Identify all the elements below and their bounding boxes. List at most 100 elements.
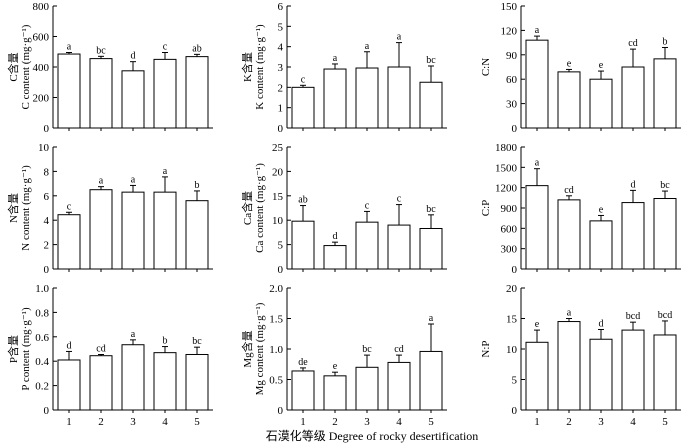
bar xyxy=(589,220,613,270)
panel-Ca: 0 5 10 15 20 25 Ca含量 Ca content (mg·g⁻¹) ab d c c bc xyxy=(240,142,447,276)
y-tick-label: 1500 xyxy=(495,162,518,174)
bar xyxy=(387,361,411,411)
panel-CN: 0 30 60 90 120 150 C:N a e e cd b xyxy=(480,1,681,135)
y-axis-label-cn: K含量 xyxy=(240,52,254,82)
bar xyxy=(185,56,209,129)
significance-letter: a xyxy=(397,32,402,43)
x-tick-label: 5 xyxy=(662,416,668,428)
y-tick-label: 1200 xyxy=(495,183,518,195)
y-axis-label-cn: Ca含量 xyxy=(240,191,254,225)
y-tick-label: 2.0 xyxy=(269,283,283,295)
significance-letter: a xyxy=(365,41,370,52)
y-tick-label: 10 xyxy=(272,215,284,227)
y-axis-label: C content (mg·g⁻¹) xyxy=(20,24,32,109)
y-tick-label: 0.6 xyxy=(35,332,49,344)
y-tick-label: 150 xyxy=(501,1,518,13)
y-tick-label: 3 xyxy=(278,62,284,74)
significance-letter: a xyxy=(67,42,72,53)
significance-letter: a xyxy=(99,176,104,187)
y-axis-label-cn: P含量 xyxy=(6,335,20,363)
bar xyxy=(387,66,411,129)
significance-letter: a xyxy=(535,25,540,36)
y-tick-label: 15 xyxy=(506,314,518,326)
significance-letter: c xyxy=(163,42,168,53)
significance-letter: a xyxy=(163,166,168,177)
bar xyxy=(355,366,379,411)
y-tick-label: 300 xyxy=(501,244,518,256)
y-tick-label: 6 xyxy=(44,191,50,203)
y-axis-label: N content (mg·g⁻¹) xyxy=(20,165,32,251)
y-tick-label: 1 xyxy=(278,103,284,115)
bar xyxy=(621,329,645,411)
significance-letter: c xyxy=(67,201,72,212)
panel-Mg: 0 0.5 1.0 1.5 2.0 Mg含量 Mg content (mg·g⁻¹) de 1 e… xyxy=(240,283,447,428)
significance-letter: de xyxy=(298,357,308,368)
y-tick-label: 0.4 xyxy=(35,356,49,368)
y-tick-label: 600 xyxy=(501,223,518,235)
bar xyxy=(387,224,411,270)
bar xyxy=(355,67,379,129)
bar xyxy=(291,220,315,270)
panel-NP: 0 5 10 15 20 N:P e 1 a 2 d 3 bcd 4 bcd 5 xyxy=(480,283,681,428)
x-tick-label: 4 xyxy=(396,416,402,428)
bar xyxy=(57,359,81,411)
significance-letter: b xyxy=(663,36,668,47)
y-tick-label: 2 xyxy=(278,82,284,94)
y-axis-label-cn: N含量 xyxy=(6,193,20,223)
bar xyxy=(185,200,209,270)
bar xyxy=(589,338,613,411)
bar xyxy=(323,375,347,411)
bar xyxy=(355,221,379,270)
y-tick-label: 2 xyxy=(44,240,50,252)
x-tick-label: 3 xyxy=(598,416,604,428)
y-tick-label: 0 xyxy=(44,264,50,276)
y-tick-label: 1800 xyxy=(495,142,518,154)
x-tick-label: 5 xyxy=(194,416,200,428)
bar xyxy=(419,350,443,411)
bar xyxy=(525,185,549,270)
y-tick-label: 0.2 xyxy=(35,381,49,393)
x-tick-label: 5 xyxy=(428,416,434,428)
x-tick-label: 4 xyxy=(630,416,636,428)
significance-letter: e xyxy=(599,60,604,71)
x-tick-label: 1 xyxy=(300,416,306,428)
significance-letter: bc xyxy=(660,180,670,191)
y-axis-label-cn: Mg含量 xyxy=(240,330,254,367)
significance-letter: d xyxy=(631,179,636,190)
significance-letter: bcd xyxy=(658,310,672,321)
y-tick-label: 5 xyxy=(512,375,518,387)
y-tick-label: 1.0 xyxy=(269,344,283,356)
bar xyxy=(291,86,315,129)
y-tick-label: 60 xyxy=(506,74,518,86)
significance-letter: d xyxy=(599,318,604,329)
y-axis-label-cn: C含量 xyxy=(6,52,20,81)
x-tick-label: 3 xyxy=(130,416,136,428)
bar xyxy=(153,352,177,411)
y-tick-label: 10 xyxy=(506,344,518,356)
y-tick-label: 25 xyxy=(272,142,284,154)
bar xyxy=(621,202,645,270)
x-tick-label: 1 xyxy=(534,416,540,428)
y-tick-label: 0 xyxy=(512,123,518,135)
bar xyxy=(89,189,113,270)
bar xyxy=(557,71,581,129)
y-tick-label: 5 xyxy=(278,21,284,33)
bar xyxy=(653,58,677,129)
bar xyxy=(153,58,177,129)
significance-letter: d xyxy=(67,340,72,351)
y-axis-label: N:P xyxy=(480,340,492,357)
x-tick-label: 2 xyxy=(332,416,338,428)
y-tick-label: 0 xyxy=(44,405,50,417)
significance-letter: a xyxy=(131,174,136,185)
y-tick-label: 800 xyxy=(33,1,50,13)
significance-letter: a xyxy=(567,308,572,319)
bar xyxy=(621,66,645,129)
x-tick-label: 3 xyxy=(364,416,370,428)
bar xyxy=(323,245,347,270)
y-axis-label: K content (mg·g⁻¹) xyxy=(254,24,266,110)
bar xyxy=(153,191,177,270)
bar xyxy=(57,214,81,270)
y-tick-label: 20 xyxy=(506,283,518,295)
significance-letter: bc xyxy=(96,45,106,56)
